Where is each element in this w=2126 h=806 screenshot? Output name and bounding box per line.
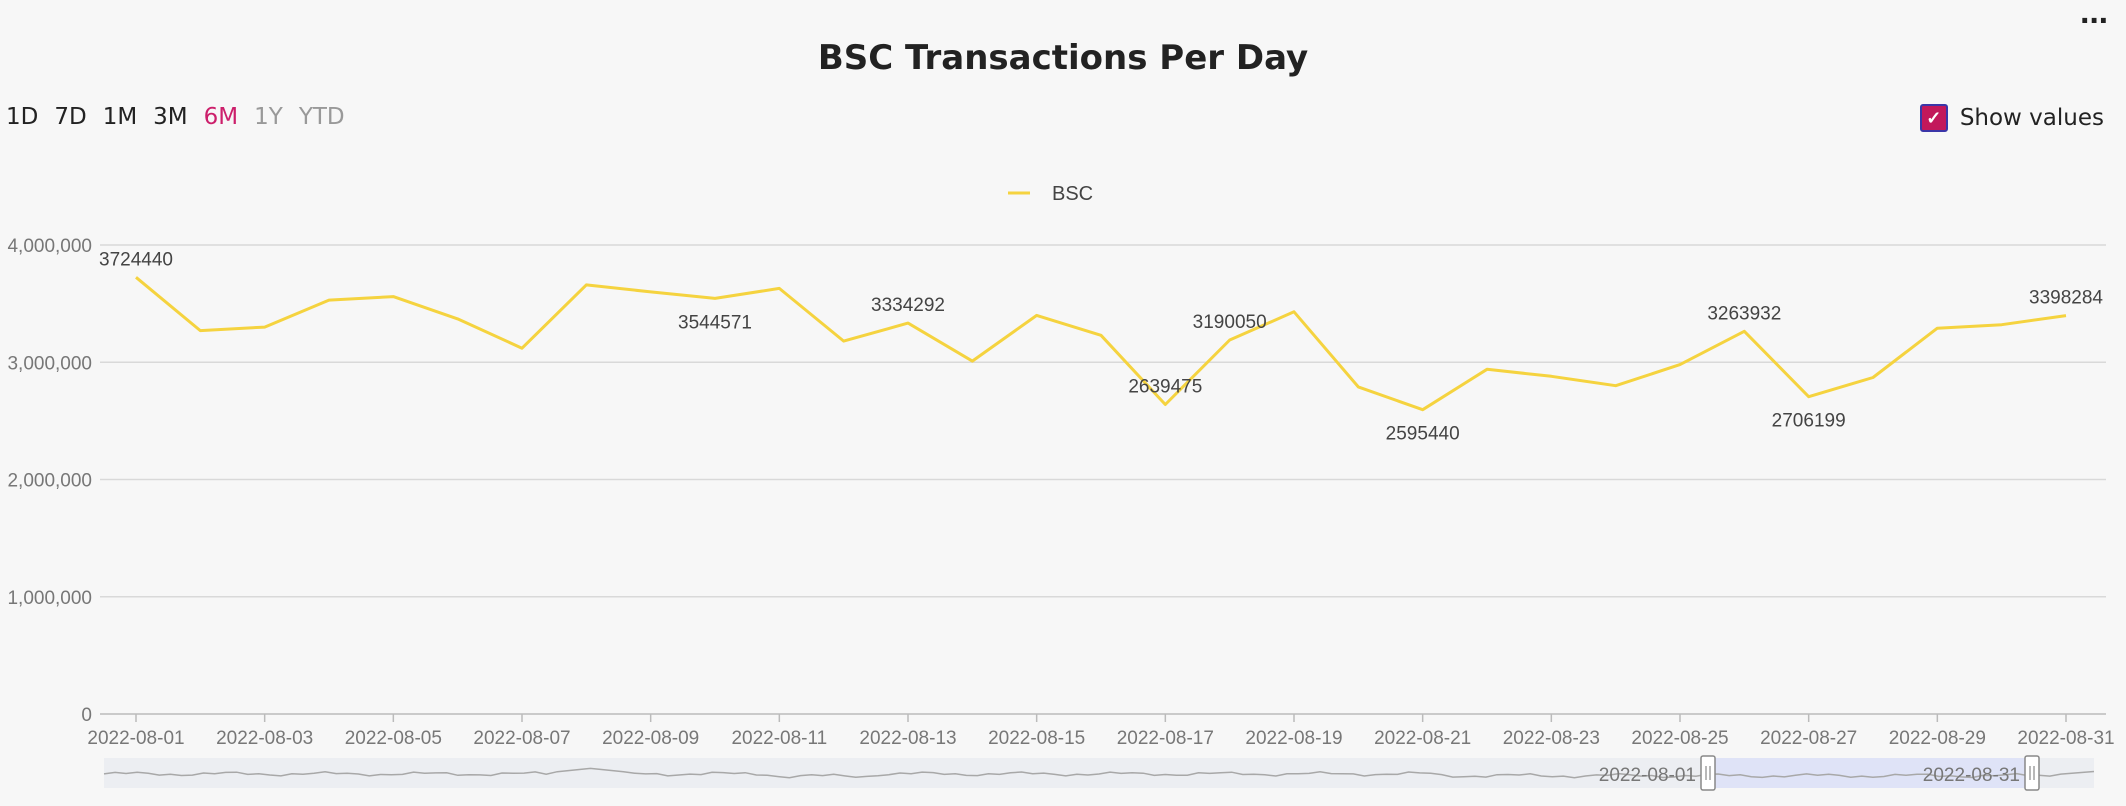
navigator-handle-right[interactable] [2024, 755, 2040, 791]
range-button-7d[interactable]: 7D [54, 104, 87, 130]
data-point[interactable] [1418, 405, 1428, 415]
data-label: 3190050 [1193, 312, 1267, 333]
data-point[interactable] [710, 293, 720, 303]
x-tick-label: 2022-08-17 [1117, 728, 1214, 749]
data-point[interactable] [774, 283, 784, 293]
series-line-bsc [135, 276, 2067, 412]
x-tick-label: 2022-08-23 [1503, 728, 1600, 749]
data-point[interactable] [1675, 360, 1685, 370]
x-tick-label: 2022-08-11 [731, 728, 827, 749]
range-button-3m[interactable]: 3M [153, 104, 188, 130]
y-tick-label: 0 [81, 705, 92, 726]
data-point[interactable] [1546, 371, 1556, 381]
data-label: 2706199 [1772, 411, 1846, 432]
data-point[interactable] [195, 326, 205, 336]
x-tick-label: 2022-08-05 [345, 728, 442, 749]
show-values-label: Show values [1959, 105, 2104, 131]
x-tick-label: 2022-08-13 [859, 728, 956, 749]
range-button-6m[interactable]: 6M [203, 104, 239, 130]
range-button-1y[interactable]: 1Y [254, 104, 283, 130]
data-point[interactable] [260, 322, 270, 332]
data-point[interactable] [1160, 400, 1170, 410]
x-tick-label: 2022-08-27 [1760, 728, 1857, 749]
x-tick-label: 2022-08-29 [1889, 728, 1986, 749]
range-button-1m[interactable]: 1M [102, 104, 138, 130]
navigator-start-label: 2022-08-01 [1599, 765, 1696, 786]
x-tick-label: 2022-08-03 [216, 728, 313, 749]
x-tick-label: 2022-08-19 [1245, 728, 1342, 749]
data-point[interactable] [1739, 326, 1749, 336]
data-point[interactable] [1932, 323, 1942, 333]
data-point[interactable] [131, 272, 141, 282]
navigator-end-label: 2022-08-31 [1923, 765, 2020, 786]
chart-menu-button[interactable]: ··· [2080, 2, 2110, 40]
data-point[interactable] [1997, 320, 2007, 330]
x-tick-label: 2022-08-21 [1374, 728, 1471, 749]
data-label: 3398284 [2029, 288, 2103, 309]
show-values-checkbox[interactable]: ✓ [1919, 104, 1948, 132]
data-point[interactable] [1032, 310, 1042, 320]
range-button-1d[interactable]: 1D [6, 104, 39, 130]
legend-label-bsc: BSC [1052, 183, 1093, 205]
y-tick-label: 2,000,000 [7, 471, 92, 492]
navigator-selection[interactable] [1708, 758, 2032, 788]
data-point[interactable] [839, 336, 849, 346]
check-icon: ✓ [1926, 107, 1942, 128]
x-tick-label: 2022-08-01 [87, 728, 184, 749]
data-point[interactable] [1868, 372, 1878, 382]
show-values-toggle[interactable]: ✓ Show values [1919, 104, 2104, 132]
chart-title: BSC Transactions Per Day [817, 38, 1309, 78]
data-point[interactable] [324, 295, 334, 305]
data-point[interactable] [1289, 307, 1299, 317]
data-point[interactable] [1096, 330, 1106, 340]
data-point[interactable] [2061, 311, 2071, 321]
data-label: 3724440 [99, 249, 173, 270]
data-point[interactable] [1804, 392, 1814, 402]
data-point[interactable] [646, 287, 656, 297]
data-label: 2595440 [1386, 424, 1460, 445]
x-tick-label: 2022-08-07 [473, 728, 570, 749]
data-label: 3263932 [1707, 303, 1781, 324]
y-tick-label: 1,000,000 [7, 588, 92, 609]
data-point[interactable] [388, 292, 398, 302]
navigator-handle-left[interactable] [1700, 755, 1716, 791]
data-point[interactable] [1225, 335, 1235, 345]
data-point[interactable] [1482, 364, 1492, 374]
data-point[interactable] [517, 343, 527, 353]
data-point[interactable] [967, 356, 977, 366]
data-label: 3544571 [678, 312, 752, 333]
data-point[interactable] [581, 280, 591, 290]
data-point[interactable] [903, 318, 913, 328]
y-tick-label: 4,000,000 [7, 236, 92, 257]
x-tick-label: 2022-08-15 [988, 728, 1085, 749]
x-tick-label: 2022-08-31 [2017, 728, 2114, 749]
data-label: 2639475 [1128, 377, 1202, 398]
range-button-ytd[interactable]: YTD [298, 104, 345, 130]
x-tick-label: 2022-08-09 [602, 728, 699, 749]
data-point[interactable] [1611, 381, 1621, 391]
data-point[interactable] [453, 314, 463, 324]
x-tick-label: 2022-08-25 [1631, 728, 1728, 749]
y-tick-label: 3,000,000 [7, 353, 92, 374]
navigator-series [103, 767, 2095, 779]
data-point[interactable] [1353, 382, 1363, 392]
data-label: 3334292 [871, 295, 945, 316]
range-selector: 1D 7D 1M 3M 6M 1Y YTD [6, 104, 345, 130]
